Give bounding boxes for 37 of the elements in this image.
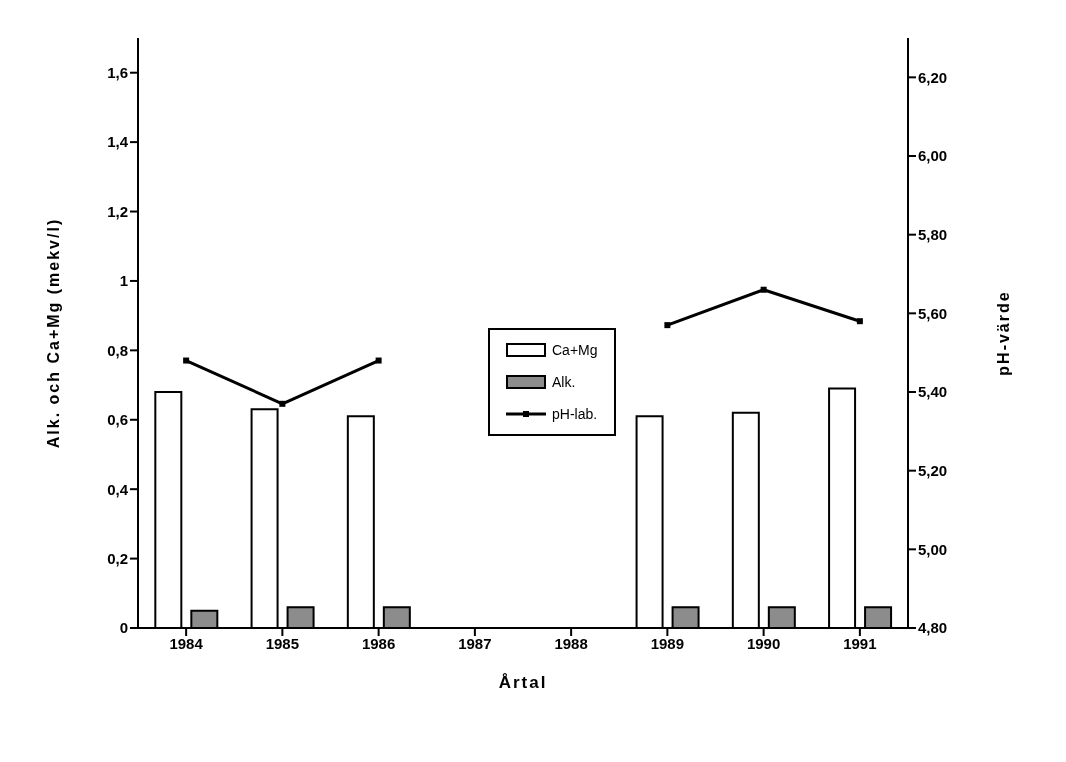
y-tick-label: 0	[119, 619, 128, 637]
x-tick-label: 1989	[650, 634, 685, 652]
y-tick-label: 0,6	[107, 411, 128, 429]
legend-label: Alk.	[552, 374, 576, 390]
legend-label: Ca+Mg	[552, 342, 598, 358]
y-tick-label: 1,2	[107, 202, 128, 220]
y2-tick-label: 5,60	[918, 304, 948, 322]
y2-axis-title: pH-värde	[994, 290, 1012, 376]
point	[279, 400, 286, 407]
x-tick-label: 1985	[265, 634, 300, 652]
x-tick-label: 1987	[458, 634, 492, 652]
y2-tick-label: 6,20	[918, 68, 948, 86]
x-tick-label: 1990	[746, 634, 781, 652]
y-tick-label: 0,2	[107, 549, 128, 567]
y-tick-label: 1,6	[107, 64, 128, 82]
y2-tick-label: 5,20	[918, 461, 948, 479]
y-tick-label: 0,4	[107, 480, 129, 498]
y-axis-title: Alk. och Ca+Mg (mekv/l)	[44, 217, 62, 449]
y2-tick-label: 5,40	[918, 383, 948, 401]
point	[375, 357, 382, 364]
y2-tick-label: 6,00	[918, 147, 948, 165]
x-tick-label: 1991	[843, 634, 877, 652]
point	[856, 318, 863, 325]
point	[183, 357, 190, 364]
legend-label: pH-lab.	[552, 406, 598, 422]
y-tick-label: 0,8	[107, 341, 128, 359]
x-tick-label: 1984	[169, 634, 204, 652]
x-axis-title: Årtal	[498, 673, 548, 692]
x-tick-label: 1986	[361, 634, 396, 652]
y-tick-label: 1,4	[107, 133, 129, 151]
y2-tick-label: 5,00	[918, 540, 948, 558]
point	[664, 322, 671, 329]
y-tick-label: 1	[119, 272, 128, 290]
y2-tick-label: 4,80	[918, 619, 948, 637]
point	[760, 286, 767, 293]
y2-tick-label: 5,80	[918, 225, 948, 243]
x-tick-label: 1988	[554, 634, 588, 652]
